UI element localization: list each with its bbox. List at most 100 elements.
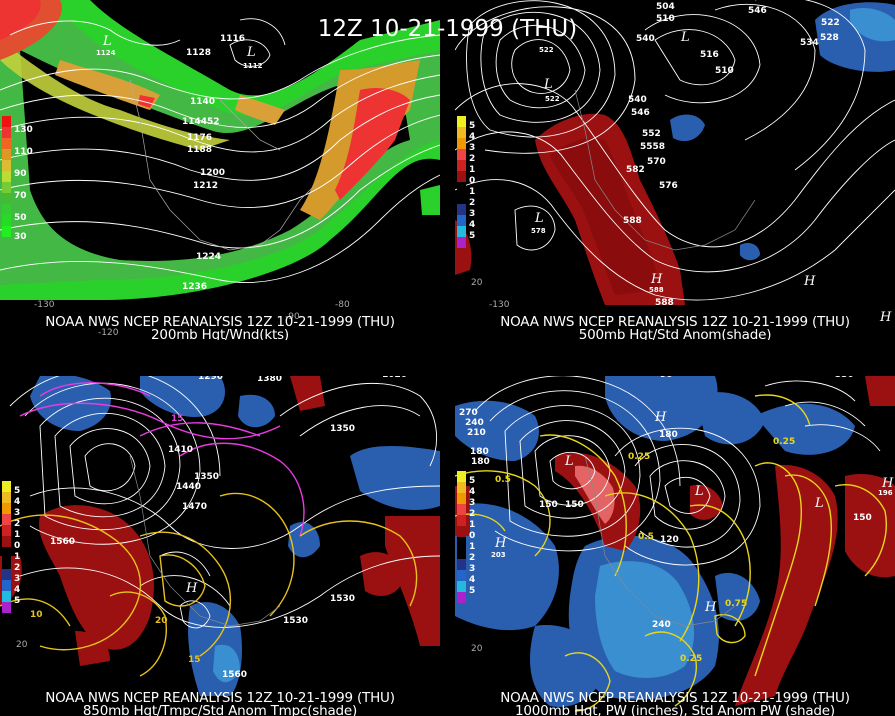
colorbar-label: 1: [469, 165, 476, 175]
colorbar-swatch: [457, 482, 466, 493]
contour-label: 15: [171, 414, 184, 424]
contour-label: 578: [531, 227, 546, 235]
colorbar-label: 5: [14, 486, 21, 496]
colorbar-label: 3: [469, 498, 476, 508]
high-pressure-label: H: [880, 310, 892, 325]
contour-label: 180: [659, 430, 678, 440]
colorbar-label: 2: [469, 154, 476, 164]
contour-label: 150: [565, 500, 584, 510]
latitude-tick: 20: [471, 644, 483, 654]
low-pressure-label: L: [544, 77, 553, 92]
contour-label: 504: [656, 2, 675, 12]
colorbar-label: 2: [469, 509, 476, 519]
contour-label: 1530: [330, 594, 356, 604]
colorbar-swatch: [457, 504, 466, 515]
contour-label: 1212: [193, 181, 219, 191]
colorbar-label: 2: [14, 519, 21, 529]
contour-label: 0.5: [495, 475, 511, 485]
colorbar-swatch: [2, 492, 11, 503]
contour-label: 510: [715, 66, 734, 76]
contour-label: 1188: [187, 145, 213, 155]
contour-label: 1236: [182, 282, 208, 292]
colorbar-swatch: [457, 182, 466, 193]
low-pressure-label: L: [247, 45, 256, 60]
contour-label: 534: [800, 38, 819, 48]
colorbar-swatch: [457, 559, 466, 570]
colorbar-swatch: [457, 138, 466, 149]
contour-label: 516: [700, 50, 719, 60]
colorbar-label: 90: [14, 169, 27, 179]
contour-label: 540: [636, 34, 655, 44]
high-pressure-label: H: [655, 410, 667, 425]
contour-label: 1560: [222, 670, 248, 680]
colorbar-swatch: [2, 160, 11, 171]
colorbar-swatch: [457, 204, 466, 215]
contour-label: 0.25: [628, 452, 651, 462]
colorbar-swatch: [2, 547, 11, 558]
contour-label: 552: [642, 129, 661, 139]
colorbar-swatch: [2, 193, 11, 204]
colorbar-label: 4: [469, 132, 476, 142]
latitude-tick: 20: [471, 278, 483, 288]
panel-500mb: 5 4 3 2 1 0 1 2 3 4 5 504 510 546 522 52…: [455, 0, 895, 340]
contour-label: 90: [660, 376, 673, 380]
colorbar-label: 2: [469, 553, 476, 563]
colorbar-label: 3: [14, 508, 21, 518]
colorbar-label: 3: [469, 143, 476, 153]
contour-label: 5558: [640, 142, 666, 152]
high-pressure-label: H: [651, 272, 663, 287]
colorbar-swatch: [2, 558, 11, 569]
colorbar-swatch: [457, 215, 466, 226]
low-pressure-label: L: [565, 454, 574, 469]
colorbar-swatch: [2, 569, 11, 580]
contour-label: 114452: [182, 117, 220, 127]
contour-label: 15: [188, 655, 201, 665]
colorbar-swatch: [457, 193, 466, 204]
colorbar-label: 0: [469, 531, 476, 541]
contour-label: 203: [491, 551, 506, 559]
contour-label: 1116: [220, 34, 246, 44]
colorbar-label: 1: [14, 552, 21, 562]
contour-label: 1124: [96, 49, 116, 57]
contour-label: 1176: [187, 133, 213, 143]
panel-subcaption: 500mb Hgt/Std Anom(shade): [578, 327, 772, 340]
colorbar-swatch: [2, 215, 11, 226]
colorbar-swatch: [2, 204, 11, 215]
colorbar-label: 5: [469, 586, 476, 596]
panel-subcaption: 200mb Hgt/Wnd(kts): [151, 327, 289, 340]
high-pressure-label: H: [495, 536, 507, 551]
contour-label: 1380: [257, 376, 283, 384]
contour-label: 1440: [176, 482, 202, 492]
colorbar-swatch: [457, 160, 466, 171]
contour-label: 528: [820, 33, 839, 43]
colorbar-label: 1: [469, 542, 476, 552]
colorbar-label: 110: [14, 147, 33, 157]
high-pressure-label: H: [186, 581, 198, 596]
colorbar-swatch: [2, 602, 11, 613]
panel-subcaption: 850mb Hgt/Tmpc/Std Anom Tmpc(shade): [82, 703, 358, 716]
colorbar-swatch: [457, 581, 466, 592]
contour-label: 1128: [186, 48, 212, 58]
contour-label: 1470: [182, 502, 208, 512]
colorbar-swatch: [457, 537, 466, 548]
contour-label: 510: [656, 14, 675, 24]
colorbar-swatch: [2, 182, 11, 193]
colorbar-swatch: [2, 127, 11, 138]
colorbar-label: 1: [14, 530, 21, 540]
colorbar-label: 1: [469, 520, 476, 530]
map-200mb: [0, 0, 440, 300]
colorbar-label: 5: [469, 121, 476, 131]
contour-label: 270: [459, 408, 478, 418]
contour-label: 522: [545, 95, 560, 103]
colorbar-label: 3: [14, 574, 21, 584]
contour-label: 540: [628, 95, 647, 105]
colorbar-label: 1: [469, 187, 476, 197]
colorbar-swatch: [457, 149, 466, 160]
colorbar-label: 2: [14, 563, 21, 573]
panel-caption: NOAA NWS NCEP REANALYSIS 12Z 10-21-1999 …: [500, 314, 850, 330]
contour-label: 150: [853, 513, 872, 523]
low-pressure-label: L: [695, 484, 704, 499]
colorbar-swatch: [457, 116, 466, 127]
page-title: 12Z 10-21-1999 (THU): [317, 16, 578, 42]
